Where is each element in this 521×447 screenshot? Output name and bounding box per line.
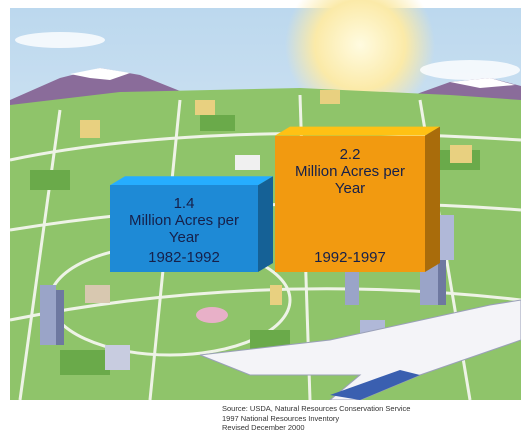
fields xyxy=(30,115,480,375)
unit-label: Million Acres per Year xyxy=(294,162,406,197)
bar: 2.2 Million Acres per Year 1992-1997 xyxy=(275,135,425,272)
source-line: 1997 National Resources Inventory xyxy=(222,413,340,423)
snow xyxy=(450,78,515,88)
scene xyxy=(9,0,521,400)
bar-side xyxy=(258,176,273,272)
airplane-stripe xyxy=(330,370,420,400)
unit-label: Million Acres per Year xyxy=(128,212,240,247)
value-label: 1.4 xyxy=(173,195,195,213)
source-line: Source: USDA, Natural Resources Conserva… xyxy=(222,404,411,413)
bar: 1.4 Million Acres per Year 1982-1992 xyxy=(110,185,258,272)
category-label: 1982-1992 xyxy=(148,248,220,266)
bar-side xyxy=(425,126,440,272)
bar-top xyxy=(275,126,440,136)
source-note: Source: USDA, Natural Resources Conserva… xyxy=(222,404,410,433)
cloud xyxy=(15,32,105,48)
bar-top xyxy=(110,176,273,186)
source-line: Revised December 2000 xyxy=(222,423,305,432)
cloud xyxy=(420,60,520,80)
mountain xyxy=(10,68,190,110)
category-label: 1992-1997 xyxy=(314,248,386,266)
snow xyxy=(70,68,130,80)
value-label: 2.2 xyxy=(339,145,361,163)
